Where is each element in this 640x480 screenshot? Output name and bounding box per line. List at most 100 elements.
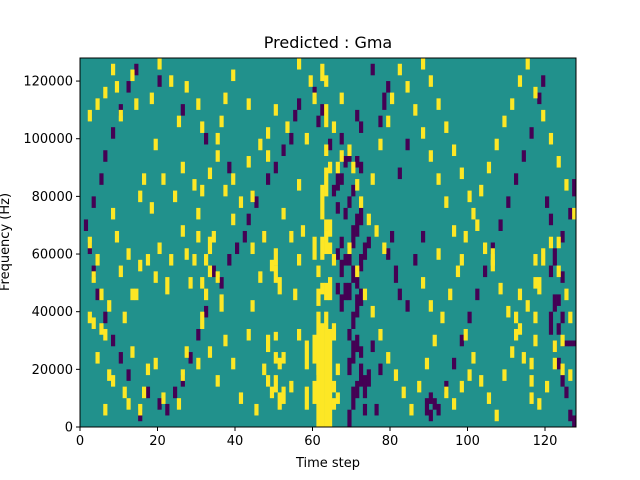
heatmap-cell-high (122, 386, 127, 399)
heatmap-cell-high (324, 144, 329, 157)
heatmap-cell-low (335, 173, 340, 191)
heatmap-cell-high (269, 259, 275, 272)
heatmap-cell-low (335, 248, 340, 260)
heatmap-cell-low (506, 196, 511, 208)
heatmap-cell-high (529, 357, 534, 370)
heatmap-cell-high (308, 75, 313, 87)
heatmap-cell-low (428, 409, 433, 422)
heatmap-cell-high (417, 380, 422, 393)
heatmap-cell-high (250, 242, 255, 255)
heatmap-cell-low (293, 109, 298, 122)
heatmap-cell-high (130, 346, 135, 358)
heatmap-cell-low (362, 242, 368, 260)
heatmap-cell-high (111, 207, 116, 220)
heatmap-cell-low (289, 132, 294, 145)
heatmap-cell-high (231, 213, 236, 226)
heatmap-cell-low (405, 138, 410, 151)
heatmap-cell-high (498, 282, 503, 295)
heatmap-cell-low (126, 81, 131, 93)
heatmap-cell-high (269, 386, 275, 399)
heatmap-cell-high (370, 173, 375, 185)
heatmap-cell-high (560, 363, 565, 376)
heatmap-cell-low (111, 127, 116, 139)
heatmap-cell-high (111, 63, 116, 76)
y-tick-label: 100000 (23, 132, 73, 147)
heatmap-cell-high (331, 380, 337, 393)
heatmap-cell-low (483, 265, 488, 278)
heatmap-cell-high (281, 386, 286, 404)
heatmap-cell-high (440, 311, 445, 324)
heatmap-cell-high (436, 248, 441, 260)
heatmap-cell-high (436, 173, 441, 185)
heatmap-cell-low (157, 398, 162, 410)
heatmap-cell-high (421, 58, 426, 70)
heatmap-cell-low (180, 375, 185, 387)
heatmap-cell-low (397, 288, 402, 301)
y-axis: 0 20000 40000 60000 80000 100000 120000 (23, 75, 80, 436)
heatmap-cell-high (335, 363, 340, 376)
heatmap-cell-high (556, 265, 561, 278)
heatmap-cell-high (510, 98, 515, 110)
heatmap-cell-high (463, 230, 468, 243)
heatmap-cell-low (393, 265, 399, 283)
heatmap-cell-low (359, 254, 364, 272)
heatmap-cell-low (118, 352, 123, 364)
heatmap-cell-low (545, 196, 550, 208)
heatmap-cell-high (250, 300, 255, 312)
heatmap-cell-low (227, 161, 232, 174)
heatmap-cell-high (525, 58, 530, 70)
heatmap-cell-high (405, 81, 410, 93)
heatmap-cell-high (541, 109, 546, 122)
heatmap-cell-high (432, 334, 437, 347)
heatmap-cell-high (118, 109, 123, 122)
heatmap-cell-low (548, 265, 554, 278)
heatmap-cell-high (211, 230, 216, 243)
heatmap-cell-high (331, 398, 337, 410)
heatmap-cells (83, 58, 577, 427)
heatmap-cell-low (339, 294, 344, 312)
heatmap-cell-low (254, 196, 259, 208)
heatmap-cell-high (444, 196, 449, 208)
heatmap-cell-low (490, 242, 495, 255)
heatmap-cell-high (293, 288, 298, 301)
heatmap-cell-high (254, 403, 259, 416)
heatmap-cell-high (207, 236, 213, 255)
heatmap-cell-high (413, 104, 418, 116)
heatmap-cell-high (479, 375, 484, 387)
heatmap-cell-low (343, 156, 348, 168)
heatmap-cell-high (277, 357, 282, 370)
heatmap-cell-low (95, 288, 100, 301)
heatmap-cell-low (331, 184, 337, 197)
heatmap-cell-high (331, 121, 337, 133)
heatmap-cell-high (134, 98, 139, 110)
heatmap-cell-high (258, 138, 263, 151)
heatmap-cell-high (281, 352, 286, 364)
heatmap-cell-low (475, 288, 480, 301)
heatmap-cell-high (142, 386, 147, 399)
heatmap-cell-high (277, 277, 282, 295)
heatmap-cell-low (370, 63, 375, 76)
heatmap-cell-low (339, 259, 344, 278)
heatmap-cell-high (223, 334, 228, 347)
heatmap-cell-high (548, 236, 554, 249)
heatmap-cell-low (111, 334, 116, 347)
heatmap-cell-high (99, 288, 104, 301)
heatmap-cell-high (316, 288, 321, 306)
heatmap-cell-high (223, 184, 228, 197)
heatmap-cell-high (149, 202, 154, 214)
heatmap-cell-high (475, 219, 480, 231)
heatmap-cell-high (180, 161, 185, 174)
heatmap-cell-high (568, 311, 573, 324)
heatmap-cell-high (506, 305, 511, 318)
heatmap-cell-low (355, 271, 360, 289)
heatmap-cell-high (196, 230, 201, 243)
heatmap-cell-low (242, 230, 247, 243)
heatmap-cell-high (459, 380, 464, 393)
heatmap-cell-high (486, 161, 492, 174)
heatmap-cell-low (355, 109, 360, 122)
heatmap-cell-low (219, 277, 224, 289)
heatmap-cell-high (463, 328, 468, 341)
heatmap-cell-high (517, 75, 523, 87)
heatmap-cell-high (324, 219, 329, 231)
heatmap-cell-high (552, 340, 557, 353)
